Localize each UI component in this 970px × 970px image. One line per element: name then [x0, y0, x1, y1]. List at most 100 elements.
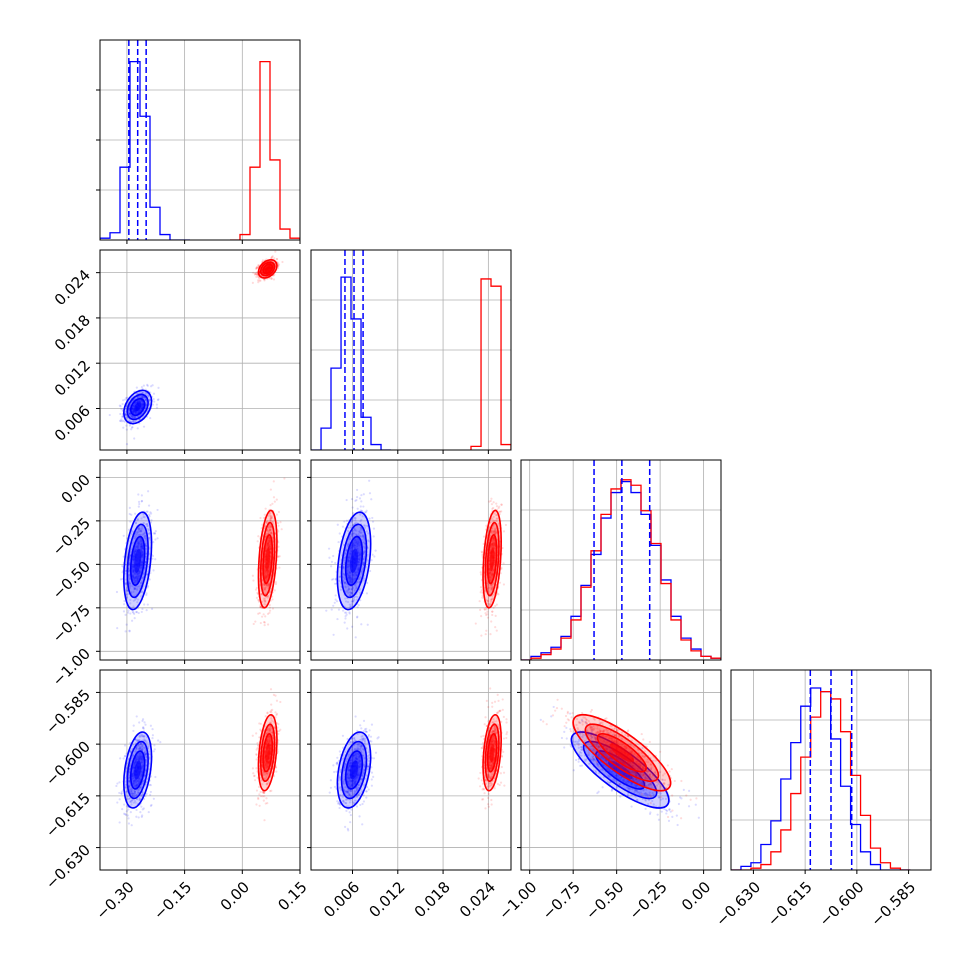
scatter-point [132, 420, 135, 423]
scatter-point [128, 528, 131, 531]
scatter-point [271, 502, 274, 505]
scatter-point [132, 576, 135, 579]
scatter-point [263, 588, 267, 591]
scatter-point [347, 542, 350, 546]
scatter-point [134, 401, 137, 405]
scatter-point [140, 540, 143, 543]
scatter-point [138, 400, 141, 403]
scatter-point [357, 604, 360, 607]
panel-1-1 [310, 249, 512, 454]
scatter-point [136, 427, 139, 430]
scatter-point [488, 603, 492, 607]
scatter-point [491, 610, 494, 613]
contour-line [484, 521, 500, 597]
scatter-point [350, 587, 354, 591]
scatter-point [278, 566, 281, 569]
scatter-point [128, 786, 131, 789]
scatter-point [115, 784, 118, 788]
scatter-point [347, 591, 350, 594]
scatter-point [350, 591, 353, 594]
scatter-point [362, 541, 366, 544]
scatter-point [485, 608, 488, 611]
scatter-point [349, 577, 352, 580]
scatter-point [148, 783, 151, 786]
y-tick-label: −0.25 [49, 514, 94, 559]
scatter-point [490, 588, 493, 591]
scatter-point [337, 540, 340, 544]
scatter-point [140, 539, 143, 542]
scatter-point [139, 752, 142, 756]
scatter-point [131, 569, 134, 572]
scatter-point [139, 548, 143, 551]
scatter-point [139, 754, 142, 757]
scatter-point [350, 544, 353, 547]
histogram-red [470, 278, 511, 450]
scatter-point [358, 581, 361, 584]
scatter-point [134, 598, 137, 601]
scatter-point [119, 405, 122, 408]
scatter-point [495, 517, 498, 520]
scatter-point [133, 404, 136, 407]
scatter-point [157, 398, 160, 401]
scatter-point [269, 609, 272, 612]
scatter-point [130, 416, 134, 419]
scatter-point [145, 510, 148, 513]
scatter-point [263, 269, 266, 272]
scatter-point [486, 613, 489, 616]
scatter-point [135, 587, 138, 590]
scatter-point [139, 544, 143, 547]
scatter-point [137, 410, 140, 414]
scatter-point [496, 517, 499, 520]
scatter-point [348, 552, 351, 555]
scatter-point [138, 585, 141, 588]
scatter-point [142, 807, 145, 810]
scatter-point [371, 516, 374, 520]
scatter-point [255, 267, 258, 270]
scatter-point [352, 598, 355, 601]
scatter-point [348, 571, 352, 574]
scatter-point [130, 414, 133, 417]
scatter-point [359, 531, 362, 535]
scatter-point [131, 407, 134, 410]
scatter-point [140, 794, 143, 797]
density-fill [134, 402, 142, 412]
scatter-point [342, 565, 345, 569]
scatter-point [263, 624, 266, 627]
scatter-point [356, 544, 359, 547]
scatter-point [129, 520, 132, 523]
scatter-point [330, 608, 333, 611]
scatter-point [265, 543, 268, 546]
scatter-point [122, 419, 125, 423]
scatter-point [121, 402, 124, 406]
scatter-point [134, 419, 137, 422]
scatter-point [134, 549, 137, 553]
scatter-point [351, 585, 354, 588]
scatter-point [267, 537, 271, 540]
scatter-point [350, 534, 354, 537]
scatter-point [139, 566, 142, 569]
y-tick-label: 0.012 [51, 356, 94, 399]
scatter-point [366, 581, 369, 585]
scatter-point [154, 530, 157, 533]
scatter-point [489, 571, 492, 574]
histogram-blue [100, 60, 190, 240]
scatter-point [138, 758, 141, 762]
scatter-point [134, 411, 138, 415]
scatter-point [269, 266, 272, 269]
scatter-point [338, 575, 341, 579]
scatter-point [132, 554, 135, 557]
scatter-point [140, 530, 143, 533]
scatter-point [363, 539, 366, 542]
scatter-point [155, 403, 159, 406]
scatter-point [344, 597, 347, 600]
scatter-point [142, 576, 145, 579]
scatter-point [256, 279, 260, 282]
scatter-point [268, 528, 272, 531]
scatter-point [269, 519, 272, 522]
scatter-point [348, 576, 352, 579]
scatter-point [134, 801, 137, 804]
scatter-point [269, 531, 273, 534]
scatter-point [254, 272, 257, 275]
scatter-point [133, 790, 137, 793]
scatter-point [494, 531, 497, 534]
